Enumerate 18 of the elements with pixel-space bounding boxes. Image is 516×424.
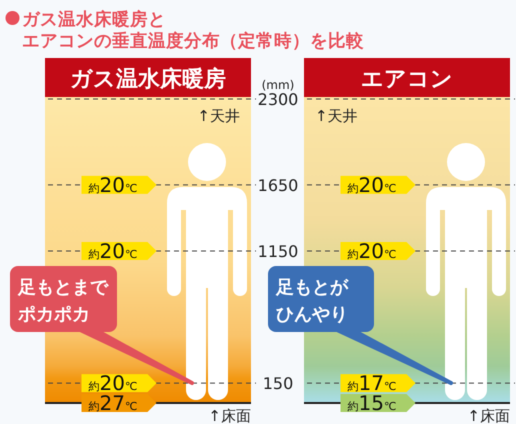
annotation: 足もとまでポカポカ — [17, 277, 109, 325]
ref-line-label: ↑床面 — [467, 407, 510, 424]
chart-title: ガス温水床暖房とエアコンの垂直温度分布（定常時）を比較 — [22, 9, 365, 52]
y-tick-label: 1650 — [258, 176, 298, 195]
series-label: 約20℃ — [88, 172, 138, 197]
ref-line-label: ↑床面 — [208, 407, 251, 424]
annotation: 足もとがひんやり — [275, 277, 349, 325]
chart-subtitle: エアコン — [361, 67, 453, 92]
annotation: ↑天井 — [315, 107, 358, 125]
series-label: 約20℃ — [348, 172, 396, 197]
chart-subtitle: ガス温水床暖房 — [70, 66, 226, 92]
annotation: ↑天井 — [197, 107, 240, 125]
series-label: 約20℃ — [88, 239, 138, 263]
y-tick-label: 150 — [262, 374, 294, 394]
y-tick-label: 1150 — [258, 242, 298, 261]
y-axis-title: (mm) — [262, 78, 294, 92]
y-tick-label: 2300 — [258, 90, 298, 109]
series-label: 約20℃ — [348, 239, 396, 263]
